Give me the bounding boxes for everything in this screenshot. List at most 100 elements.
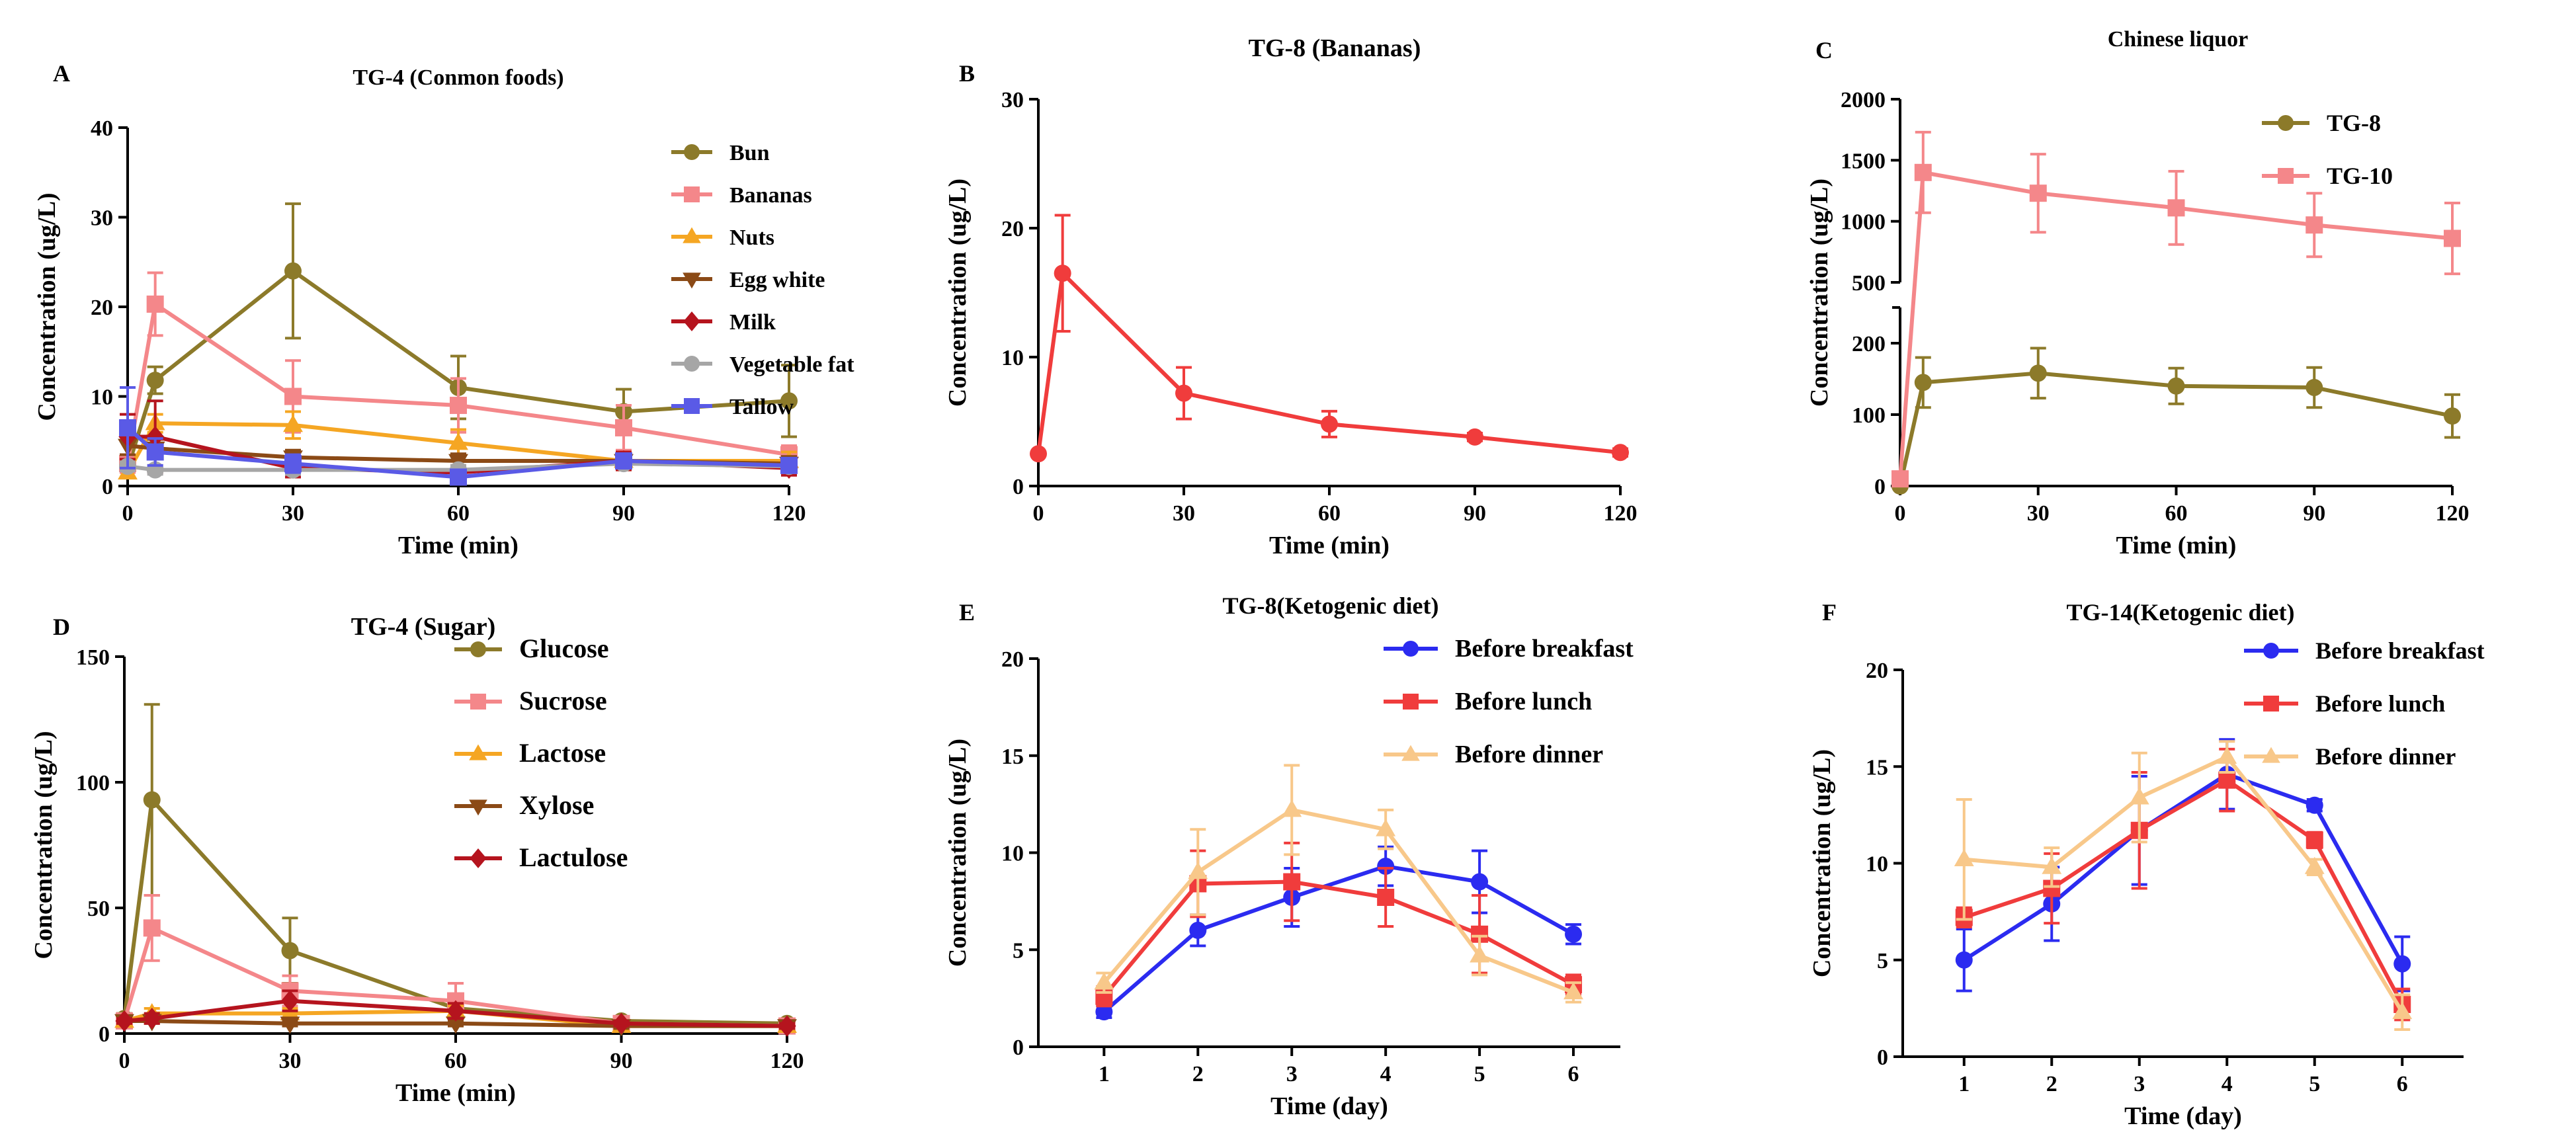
data-point xyxy=(283,415,303,432)
data-point xyxy=(1094,972,1114,990)
legend-entry: Before breakfast xyxy=(1455,635,1634,663)
data-point xyxy=(450,397,467,415)
y-tick-label: 1500 xyxy=(1841,149,1886,173)
legend-entry: Nuts xyxy=(729,225,774,250)
legend-entry: Lactulose xyxy=(519,842,628,872)
series-line xyxy=(1102,864,1575,1014)
data-point xyxy=(284,262,302,280)
x-tick-label: 6 xyxy=(2397,1072,2408,1096)
y-tick-label: 30 xyxy=(91,206,113,231)
x-tick-label: 6 xyxy=(1568,1062,1579,1086)
data-point xyxy=(1466,428,1483,446)
y-tick-label: 10 xyxy=(1866,852,1888,877)
data-point xyxy=(612,1012,631,1035)
panel-label: A xyxy=(53,60,70,87)
legend-marker xyxy=(470,848,487,868)
legend-marker xyxy=(684,144,700,160)
series-line xyxy=(1963,772,2404,965)
data-point xyxy=(1188,862,1208,879)
chart-panel-c: C Chinese liquor 0 30 60 90 120 0 100 200 500 1000 1… xyxy=(1806,27,2470,559)
series-before-dinner xyxy=(1954,740,2413,1032)
chart-panel-e: E TG-8(Ketogenic diet) 1 2 3 4 5 6 0 5 10 15 20 Time … xyxy=(944,592,1634,1120)
x-tick-label: 60 xyxy=(444,1049,467,1073)
data-point xyxy=(778,1015,796,1037)
y-tick-label: 20 xyxy=(1001,217,1024,241)
chart-panel-b: B TG-8 (Bananas) 0 30 60 90 120 0 10 20 30 Time (mi… xyxy=(944,34,1638,559)
data-point xyxy=(450,468,467,486)
x-tick-label: 30 xyxy=(1173,501,1195,526)
x-tick-label: 1 xyxy=(1099,1062,1110,1086)
y-tick-label: 20 xyxy=(1866,659,1888,683)
y-tick-label: 40 xyxy=(91,116,113,141)
legend-marker xyxy=(683,227,701,243)
data-point xyxy=(2129,787,2149,805)
y-tick-label: 15 xyxy=(1866,755,1888,780)
legend-entry: Bananas xyxy=(729,183,812,208)
series-tg-8 xyxy=(1891,346,2461,495)
legend-entry: Bun xyxy=(729,141,770,165)
legend-entry: Before lunch xyxy=(2315,690,2445,717)
y-tick-label: 0 xyxy=(1013,475,1024,499)
series-line xyxy=(122,795,788,1026)
y-tick-label: 10 xyxy=(1001,346,1024,370)
x-tick-label: 30 xyxy=(2027,501,2050,526)
data-point xyxy=(2167,377,2185,395)
x-tick-label: 3 xyxy=(1286,1062,1298,1086)
data-point xyxy=(2042,856,2062,874)
x-tick-label: 30 xyxy=(279,1049,302,1073)
legend-marker xyxy=(683,311,700,331)
data-point xyxy=(446,1000,465,1022)
legend-marker xyxy=(470,694,486,710)
data-point xyxy=(2217,747,2237,764)
panel-label: B xyxy=(959,60,975,87)
legend-entry: Lactose xyxy=(519,738,606,768)
data-point xyxy=(2167,199,2185,217)
y-tick-label: 10 xyxy=(91,386,113,410)
data-point xyxy=(1095,1003,1113,1021)
x-axis-label: Time (day) xyxy=(1270,1092,1388,1120)
legend-marker xyxy=(684,398,700,414)
chart-title: TG-4 (Sugar) xyxy=(351,613,496,641)
data-point xyxy=(119,419,136,436)
legend-entry: Xylose xyxy=(519,790,594,820)
data-point xyxy=(2392,1002,2413,1020)
data-point xyxy=(2306,216,2323,234)
data-point xyxy=(146,443,164,461)
data-point xyxy=(780,392,798,410)
chart-title: TG-8(Ketogenic diet) xyxy=(1223,592,1439,619)
y-tick-label: 0 xyxy=(1874,475,1886,499)
data-point xyxy=(446,1016,466,1034)
data-point xyxy=(1471,873,1489,891)
data-point xyxy=(146,426,165,448)
y-tick-label: 30 xyxy=(1001,88,1024,112)
x-axis-label: Time (min) xyxy=(1269,532,1390,559)
series-before-dinner xyxy=(1094,764,1583,1004)
data-point xyxy=(143,1007,161,1030)
data-point xyxy=(115,1010,134,1032)
data-point xyxy=(143,791,161,809)
x-tick-label: 3 xyxy=(2134,1072,2145,1096)
legend: Bun Bananas Nuts Egg white Milk Vegetable fat… xyxy=(671,141,854,419)
y-axis-label: Concentration (ug/L) xyxy=(1808,749,1836,977)
series-before-lunch xyxy=(1095,841,1583,1008)
data-point xyxy=(1321,415,1338,433)
x-tick-label: 30 xyxy=(282,501,304,526)
data-point xyxy=(1376,819,1396,836)
y-axis-label: Concentration (ug/L) xyxy=(30,731,58,959)
data-point xyxy=(1954,849,1974,867)
y-tick-label: 150 xyxy=(76,645,110,670)
legend-marker xyxy=(2278,115,2294,131)
legend-marker xyxy=(2262,747,2280,763)
legend: TG-8 TG-10 xyxy=(2262,110,2393,189)
data-point xyxy=(615,419,632,436)
x-axis-label: Time (min) xyxy=(395,1079,516,1107)
data-point xyxy=(2306,796,2323,814)
y-axis-label: Concentration (ug/L) xyxy=(944,179,972,407)
chart-title: TG-4 (Conmon foods) xyxy=(353,65,563,90)
chart-panel-d: D TG-4 (Sugar) 0 30 60 90 120 0 50 100 150 Time (mi… xyxy=(30,613,804,1107)
data-point xyxy=(284,387,302,405)
chart-title: Chinese liquor xyxy=(2108,27,2249,52)
data-point xyxy=(2393,955,2411,973)
y-tick-label: 20 xyxy=(91,296,113,320)
data-point xyxy=(1054,265,1071,282)
